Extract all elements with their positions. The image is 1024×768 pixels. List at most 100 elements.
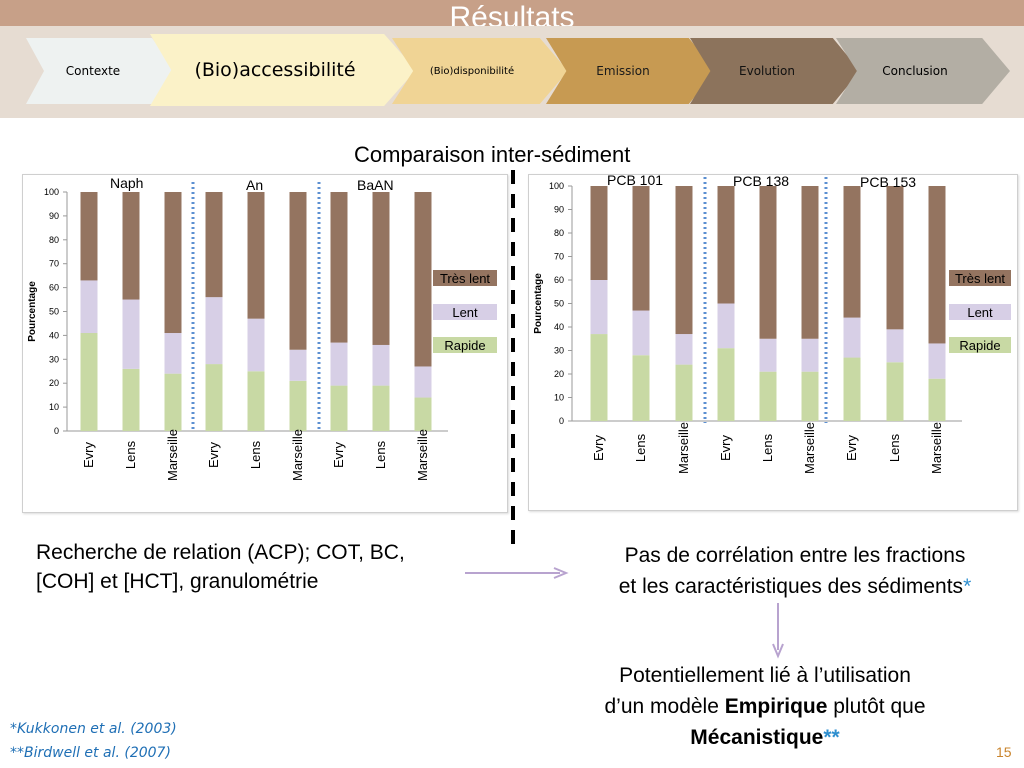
conclusion-star: ** — [823, 726, 840, 749]
group-label-pcb138: PCB 138 — [733, 173, 790, 189]
tab-bioaccessibilite[interactable]: (Bio)accessibilité — [150, 34, 416, 106]
group-label-naph: Naph — [110, 175, 144, 191]
bar-rapide-7 — [843, 357, 861, 421]
legend-lent-1-label: Lent — [452, 304, 478, 320]
y-tick-label: 0 — [559, 416, 564, 426]
x-tick-label: Evry — [81, 442, 96, 469]
y-axis-label: Pourcentage — [27, 281, 38, 342]
bar-tres-lent-3 — [164, 192, 182, 334]
x-tick-label: Evry — [331, 442, 346, 469]
bar-tres-lent-6 — [801, 186, 819, 339]
bar-tres-lent-2 — [122, 192, 140, 300]
tab-contexte-label: Contexte — [65, 64, 121, 78]
legend-rapide-1-label: Rapide — [444, 337, 486, 353]
group-label-pcb153: PCB 153 — [860, 174, 917, 190]
bar-rapide-8 — [372, 385, 390, 431]
conclusion-line2-a: d’un modèle — [604, 695, 725, 718]
bar-tres-lent-7 — [843, 186, 861, 318]
y-tick-label: 10 — [49, 402, 59, 412]
tab-biodisponibilite[interactable]: (Bio)disponibilité — [392, 38, 568, 104]
y-tick-label: 20 — [554, 369, 564, 379]
x-tick-label: Marseille — [165, 429, 180, 481]
legend-tres-lent-2: Très lent — [949, 270, 1011, 286]
empirique-word: Empirique — [724, 695, 828, 718]
bar-lent-9 — [928, 343, 946, 379]
legend-rapide-1: Rapide — [433, 337, 497, 353]
x-tick-label: Evry — [718, 435, 733, 462]
relation-text: Recherche de relation (ACP); COT, BC, [C… — [36, 541, 405, 593]
reference-kukkonen: *Kukkonen et al. (2003) — [10, 721, 177, 737]
reference-birdwell: **Birdwell et al. (2007) — [10, 745, 171, 761]
arrow-right-head — [553, 567, 569, 579]
y-tick-label: 90 — [49, 211, 59, 221]
bar-lent-8 — [886, 329, 904, 363]
y-tick-label: 0 — [54, 426, 59, 436]
bar-lent-2 — [122, 299, 140, 369]
x-tick-label: Marseille — [802, 422, 817, 474]
bar-lent-7 — [330, 342, 348, 386]
tab-emission-label: Emission — [596, 64, 650, 78]
correlation-text-line2: et les caractéristiques des sédiments* — [570, 571, 1020, 602]
bar-rapide-4 — [717, 348, 735, 421]
correlation-text: Pas de corrélation entre les fractions e… — [570, 540, 1020, 602]
conclusion-line2-c: plutôt que — [827, 695, 926, 718]
bar-lent-1 — [590, 280, 608, 335]
x-tick-label: Lens — [633, 433, 648, 462]
tab-biodisponibilite-label: (Bio)disponibilité — [429, 65, 515, 77]
y-tick-label: 80 — [554, 228, 564, 238]
correlation-text-line2-main: et les caractéristiques des sédiments — [618, 575, 964, 598]
bar-tres-lent-8 — [372, 192, 390, 345]
page-number: 15 — [996, 744, 1012, 760]
legend-lent-2-label: Lent — [967, 304, 993, 320]
y-tick-label: 90 — [554, 205, 564, 215]
tab-evolution[interactable]: Evolution — [690, 38, 860, 104]
legend-lent-1: Lent — [433, 304, 497, 320]
tab-emission[interactable]: Emission — [546, 38, 716, 104]
y-tick-label: 30 — [554, 346, 564, 356]
x-tick-label: Evry — [206, 442, 221, 469]
group-label-an: An — [246, 177, 264, 193]
y-tick-label: 20 — [49, 378, 59, 388]
y-tick-label: 10 — [554, 393, 564, 403]
group-label-baan: BaAN — [357, 177, 394, 193]
mecanistique-word: Mécanistique — [690, 726, 824, 749]
bar-lent-1 — [80, 280, 98, 334]
bar-lent-3 — [675, 334, 693, 365]
x-tick-label: Marseille — [415, 429, 430, 481]
y-axis-label: Pourcentage — [533, 273, 544, 334]
conclusion-line3: Mécanistique** — [540, 722, 990, 753]
bar-rapide-1 — [80, 333, 98, 431]
bar-rapide-2 — [632, 355, 650, 421]
y-tick-label: 40 — [49, 330, 59, 340]
bar-tres-lent-5 — [759, 186, 777, 339]
bar-rapide-4 — [205, 364, 223, 431]
legend-lent-2: Lent — [949, 304, 1011, 320]
bar-lent-8 — [372, 344, 390, 386]
x-tick-label: Marseille — [290, 429, 305, 481]
legend-tres-lent-1-label: Très lent — [439, 270, 491, 286]
tab-conclusion[interactable]: Conclusion — [836, 38, 1010, 104]
tab-bioaccessibilite-label: (Bio)accessibilité — [194, 59, 356, 81]
conclusion-line2: d’un modèle Empirique plutôt que — [540, 691, 990, 722]
bar-lent-4 — [717, 303, 735, 349]
bar-rapide-9 — [414, 397, 432, 431]
bar-lent-2 — [632, 310, 650, 356]
bar-lent-6 — [289, 349, 307, 381]
tab-contexte[interactable]: Contexte — [26, 38, 176, 104]
tab-evolution-label: Evolution — [739, 64, 795, 78]
arrow-down-head — [772, 643, 784, 659]
legend-tres-lent-2-label: Très lent — [954, 270, 1006, 286]
bar-rapide-5 — [759, 371, 777, 421]
y-tick-label: 80 — [49, 235, 59, 245]
y-tick-label: 70 — [49, 259, 59, 269]
bar-tres-lent-9 — [928, 186, 946, 344]
y-tick-label: 40 — [554, 322, 564, 332]
bar-lent-5 — [247, 318, 265, 372]
y-tick-label: 30 — [49, 354, 59, 364]
y-tick-label: 60 — [49, 283, 59, 293]
tab-conclusion-label: Conclusion — [882, 64, 948, 78]
bar-lent-3 — [164, 333, 182, 374]
y-tick-label: 70 — [554, 252, 564, 262]
x-tick-label: Lens — [248, 440, 263, 469]
